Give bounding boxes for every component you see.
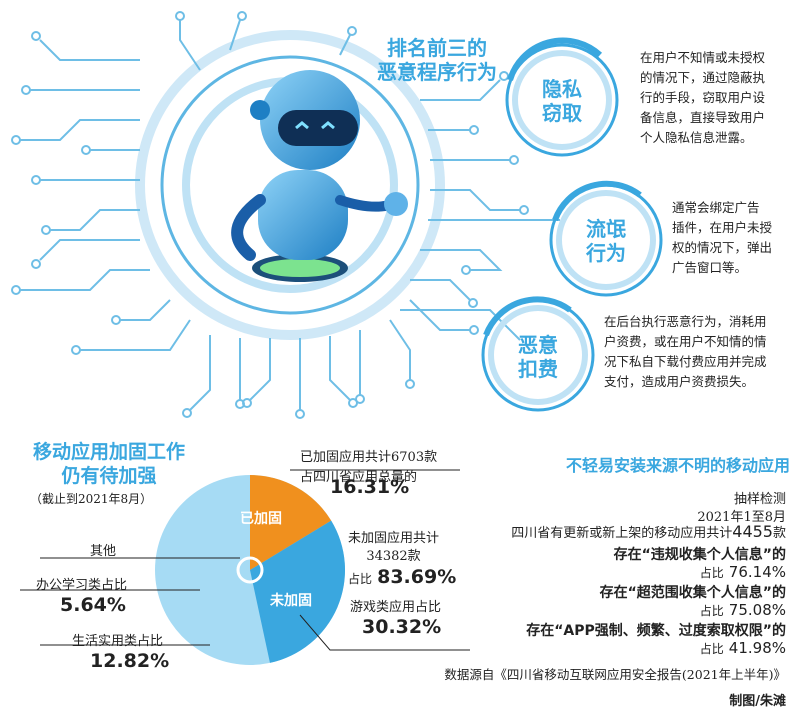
behavior-label-billing: 恶意 扣费	[518, 333, 558, 381]
item2-prefix: 占比	[699, 604, 724, 618]
item3-pct: 41.98%	[728, 639, 786, 657]
unhardened-text: 未加固应用共计 34382款	[348, 531, 440, 564]
right-title: 不轻易安装来源不明的移动应用	[565, 456, 790, 475]
item1-row: 占比 76.14%	[700, 562, 786, 581]
circuit-illustration	[11, 11, 663, 419]
pie-slice-hardened	[250, 475, 332, 570]
item1-text: 存在“违规收集个人信息”的	[613, 547, 786, 563]
behavior-desc-billing: 在后台执行恶意行为，消耗用 户资费，或在用户不知情的情 况下私自下载付费应用并完…	[604, 314, 767, 389]
office-pct: 5.64%	[60, 594, 126, 616]
other-label: 其他	[90, 544, 117, 559]
behavior-desc-rogue: 通常会绑定广告 插件，在用户未授 权的情况下，弹出 广告窗口等。	[672, 200, 773, 275]
item2-pct: 75.08%	[728, 601, 786, 619]
life-text: 生活实用类占比	[72, 634, 164, 649]
unhardened-row: 占比 83.69%	[348, 566, 456, 588]
left-subtitle: （截止到2021年8月）	[30, 492, 153, 506]
hardened-pct: 16.31%	[330, 476, 410, 498]
item1-prefix: 占比	[699, 566, 724, 580]
item2-text: 存在“超范围收集个人信息”的	[599, 585, 786, 601]
item1-pct: 76.14%	[728, 563, 786, 581]
robot-icon	[231, 70, 408, 282]
item2-row: 占比 75.08%	[700, 600, 786, 619]
sample-line1: 抽样检测	[733, 492, 786, 507]
top-title: 排名前三的 恶意程序行为	[377, 36, 497, 84]
pie-label-unhardened: 未加固	[270, 593, 312, 609]
behavior-desc-privacy: 在用户不知情或未授权 的情况下，通过隐蔽执 行的手段，窃取用户设 备信息，直接导…	[640, 50, 766, 145]
sample-line3-suffix: 款	[772, 526, 786, 541]
item3-text: 存在“APP强制、频繁、过度索取权限”的	[526, 623, 786, 639]
sample-line3: 四川省有更新或新上架的移动应用共计4455款	[511, 522, 786, 541]
game-text: 游戏类应用占比	[350, 600, 442, 615]
leader-lines	[20, 469, 470, 651]
behavior-label-rogue: 流氓 行为	[586, 217, 626, 265]
life-pct: 12.82%	[90, 650, 170, 672]
sample-count: 4455	[732, 522, 773, 541]
behavior-label-privacy: 隐私 窃取	[542, 77, 582, 125]
item3-row: 占比 41.98%	[700, 638, 786, 657]
game-pct: 30.32%	[362, 616, 442, 638]
left-title: 移动应用加固工作 仍有待加强	[32, 441, 185, 487]
hardened-text: 已加固应用共计6703款 占四川省应用总量的	[300, 450, 438, 485]
item3-prefix: 占比	[699, 642, 724, 656]
unhardened-pct: 83.69%	[377, 566, 457, 588]
office-text: 办公学习类占比	[36, 578, 128, 593]
unhardened-prefix: 占比	[348, 572, 373, 586]
sample-line3-prefix: 四川省有更新或新上架的移动应用共计	[511, 526, 733, 541]
pie-slice-game	[250, 520, 345, 663]
pie-chart	[155, 475, 345, 665]
pie-label-hardened: 已加固	[240, 511, 282, 527]
sample-line2: 2021年1至8月	[697, 510, 786, 525]
source-note: 数据源自《四川省移动互联网应用安全报告(2021年上半年)》	[444, 667, 786, 682]
credit: 制图/朱滩	[729, 694, 786, 709]
